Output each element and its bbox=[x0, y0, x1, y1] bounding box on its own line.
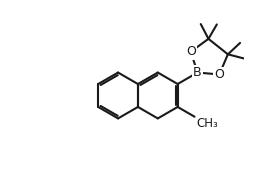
Text: CH₃: CH₃ bbox=[196, 117, 218, 130]
Text: O: O bbox=[186, 45, 196, 58]
Text: B: B bbox=[193, 66, 202, 79]
Text: O: O bbox=[214, 68, 224, 81]
